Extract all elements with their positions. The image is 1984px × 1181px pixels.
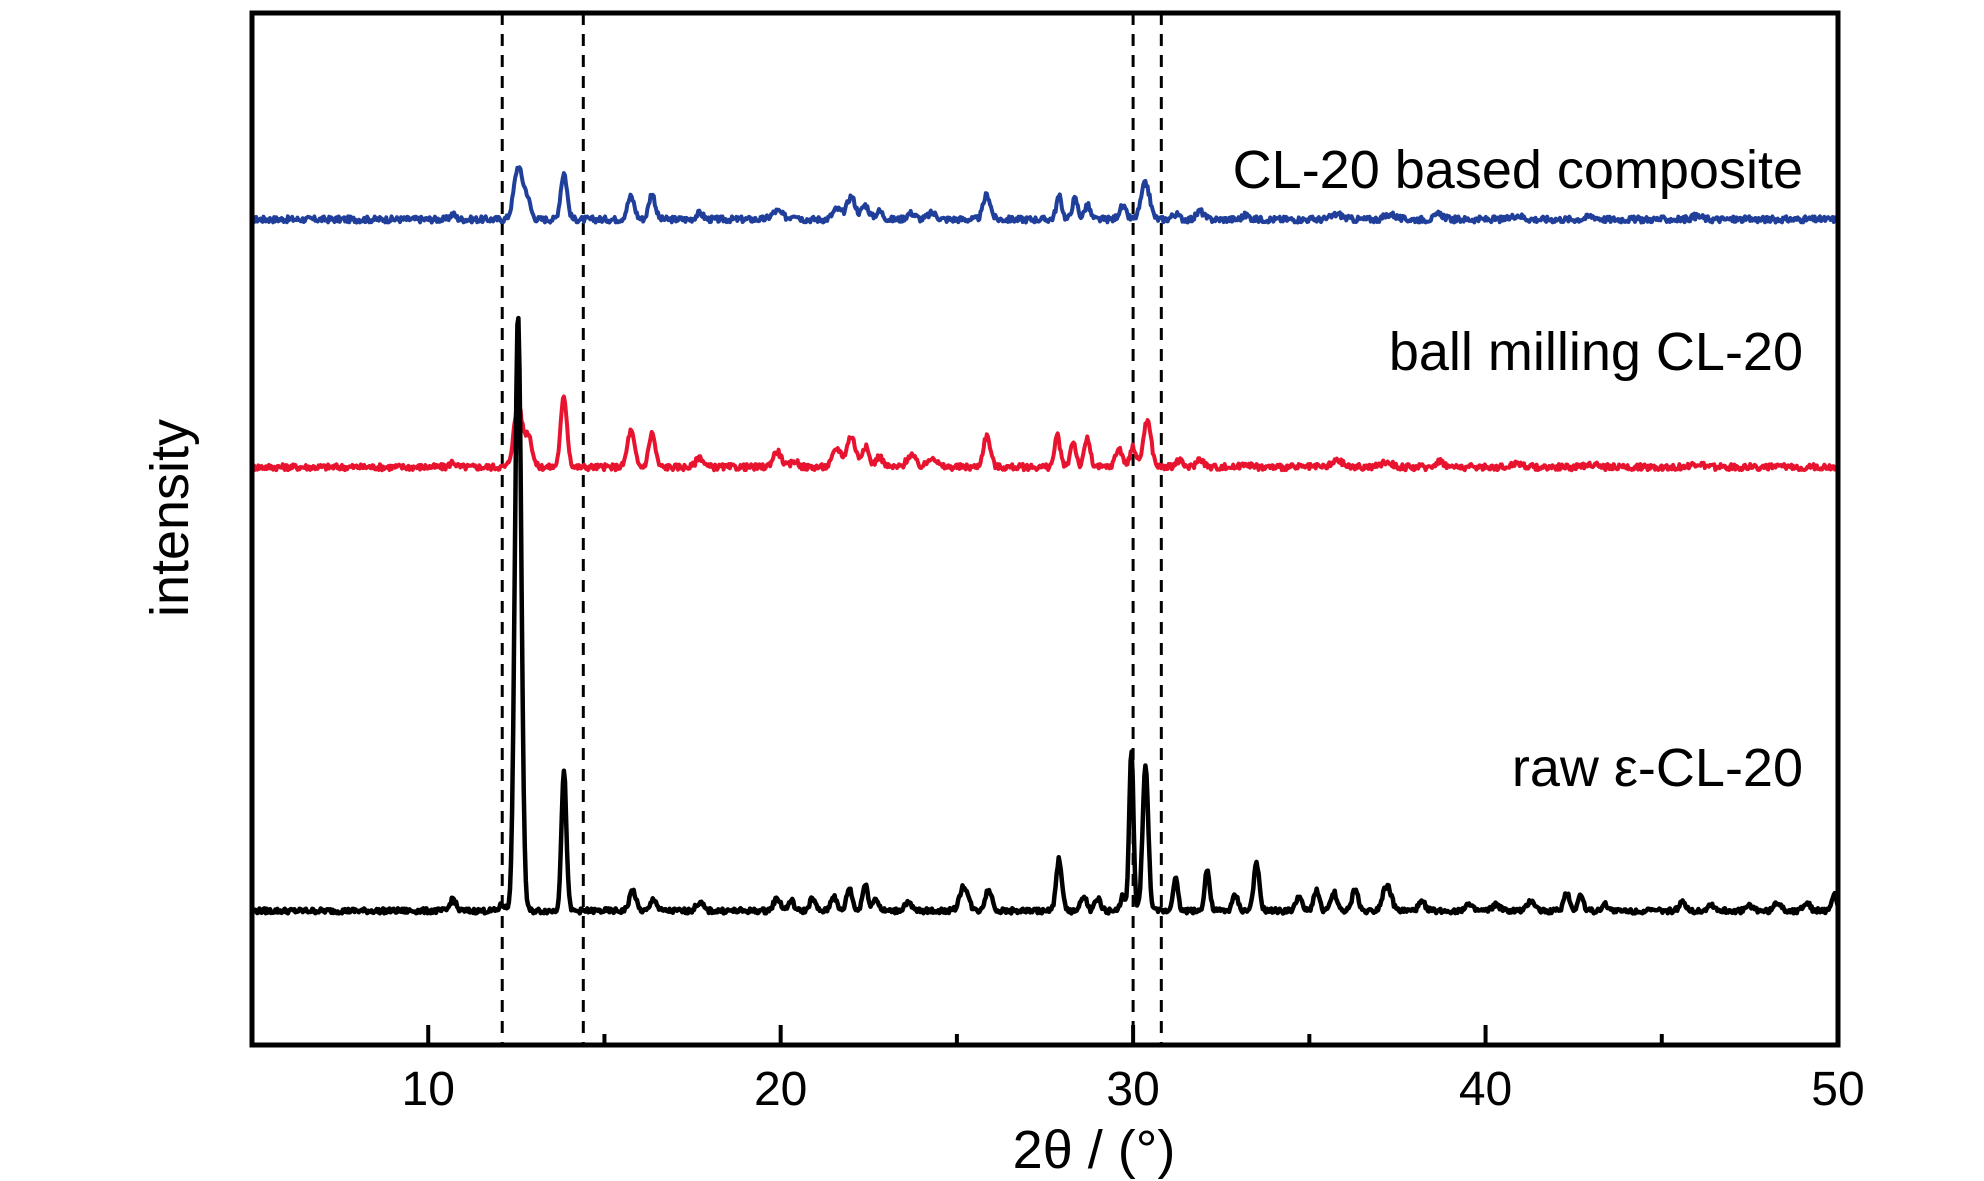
x-tick-label-2: 20 — [754, 1063, 807, 1116]
x-tick-label-4: 40 — [1459, 1063, 1512, 1116]
series-label-1: CL-20 based composite — [1233, 140, 1803, 200]
x-axis-label: 2θ / (°) — [1013, 1120, 1176, 1180]
series-label-2: ball milling CL-20 — [1389, 322, 1803, 382]
reference-lines — [500, 13, 1163, 1045]
series-label-3: raw ε-CL-20 — [1512, 738, 1803, 798]
series-labels: CL-20 based composite ball milling CL-20 r… — [1233, 140, 1803, 798]
series-group — [250, 165, 1841, 916]
x-tick-label-1: 10 — [402, 1063, 455, 1116]
x-tick-label-3: 30 — [1106, 1063, 1159, 1116]
plot-frame — [249, 10, 1841, 1048]
axes: 10 20 30 40 50 — [249, 10, 1865, 1116]
y-axis-label: intensity — [140, 419, 200, 617]
series-line-2 — [250, 394, 1839, 473]
series-line-1 — [251, 165, 1840, 225]
series-line-3 — [250, 315, 1841, 916]
x-tick-label-5: 50 — [1811, 1063, 1864, 1116]
